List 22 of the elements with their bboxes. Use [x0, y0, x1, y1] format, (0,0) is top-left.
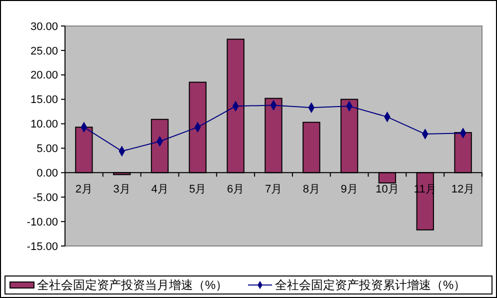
legend-label: 全社会固定资产投资累计增速（%） [275, 278, 466, 292]
y-tick-label: 0.00 [36, 168, 58, 180]
x-tick-label: 4月 [151, 184, 168, 196]
x-tick-label: 6月 [227, 184, 244, 196]
legend-label: 全社会固定资产投资当月增速（%） [37, 278, 228, 292]
x-tick-label: 3月 [113, 184, 130, 196]
x-tick-label: 8月 [302, 184, 320, 196]
y-tick-label: -5.00 [32, 192, 58, 204]
x-tick-label: 7月 [264, 184, 282, 196]
y-tick-label: 30.00 [30, 20, 58, 33]
y-tick-label: -15.00 [26, 240, 58, 253]
y-tick-label: 5.00 [36, 143, 58, 156]
y-tick-label: 10.00 [30, 118, 58, 131]
y-tick-label: -10.00 [26, 216, 58, 228]
x-tick-label: 12月 [451, 184, 475, 196]
x-tick-label: 9月 [340, 184, 358, 196]
x-tick-label: 2月 [75, 184, 93, 196]
x-tick-label: 10月 [376, 184, 399, 196]
x-tick-label: 5月 [189, 184, 206, 196]
y-tick-label: 15.00 [30, 94, 58, 106]
y-tick-label: 25.00 [30, 45, 58, 58]
y-tick-label: 20.00 [30, 70, 58, 82]
